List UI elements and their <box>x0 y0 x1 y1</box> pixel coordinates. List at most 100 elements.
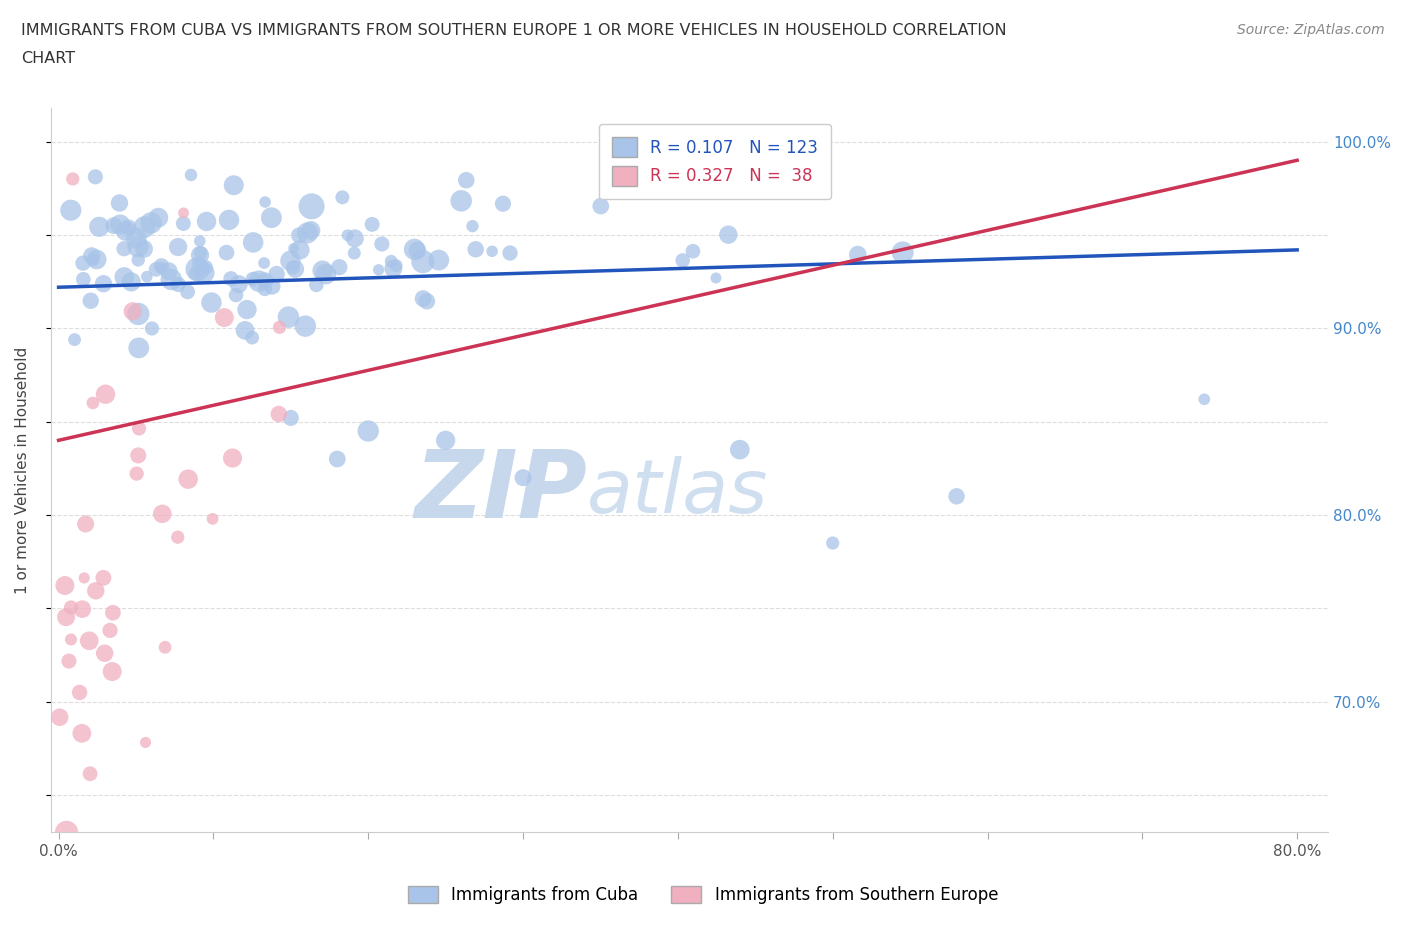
Point <box>127 252 149 267</box>
Text: Source: ZipAtlas.com: Source: ZipAtlas.com <box>1237 23 1385 37</box>
Point <box>184 266 207 281</box>
Point <box>194 259 217 274</box>
Point <box>200 295 222 310</box>
Point <box>108 195 131 210</box>
Point <box>72 602 94 617</box>
Point <box>301 199 323 214</box>
Point <box>173 206 195 220</box>
Point <box>288 228 311 243</box>
Point <box>188 233 211 248</box>
Point <box>127 239 149 254</box>
Point <box>128 340 150 355</box>
Point <box>846 247 869 262</box>
Point <box>120 274 142 289</box>
Point <box>82 395 104 410</box>
Point <box>240 330 263 345</box>
Point <box>86 252 108 267</box>
Point <box>148 210 170 225</box>
Point <box>55 825 77 840</box>
Point <box>166 530 188 545</box>
Point <box>267 406 290 421</box>
Point <box>512 471 534 485</box>
Point <box>125 466 148 481</box>
Text: ZIP: ZIP <box>415 445 588 538</box>
Point <box>728 443 751 458</box>
Point <box>404 242 426 257</box>
Point <box>821 536 844 551</box>
Point <box>195 214 218 229</box>
Point <box>180 167 202 182</box>
Point <box>177 472 200 486</box>
Point <box>416 294 439 309</box>
Point <box>80 248 103 263</box>
Point <box>150 259 173 273</box>
Point <box>93 645 115 660</box>
Point <box>134 219 156 234</box>
Point <box>108 217 131 232</box>
Point <box>112 270 135 285</box>
Point <box>262 279 284 294</box>
Point <box>357 423 380 438</box>
Point <box>385 259 408 273</box>
Point <box>84 583 107 598</box>
Point <box>59 203 82 218</box>
Legend: R = 0.107   N = 123, R = 0.327   N =  38: R = 0.107 N = 123, R = 0.327 N = 38 <box>599 124 831 199</box>
Point <box>315 267 337 282</box>
Point <box>266 267 288 282</box>
Point <box>589 199 612 214</box>
Point <box>167 240 190 255</box>
Point <box>188 257 211 272</box>
Point <box>58 654 80 669</box>
Point <box>132 242 155 257</box>
Point <box>481 244 503 259</box>
Point <box>682 244 704 259</box>
Point <box>236 302 259 317</box>
Point <box>70 725 93 740</box>
Point <box>253 282 276 297</box>
Point <box>167 277 190 292</box>
Point <box>412 254 434 269</box>
Point <box>253 256 276 271</box>
Point <box>328 259 350 274</box>
Point <box>260 210 283 225</box>
Point <box>343 231 366 246</box>
Point <box>242 235 264 250</box>
Point <box>73 570 96 585</box>
Point <box>1194 392 1216 406</box>
Point <box>228 277 250 292</box>
Point <box>69 685 91 700</box>
Point <box>891 245 914 259</box>
Point <box>280 410 302 425</box>
Point <box>361 217 384 232</box>
Y-axis label: 1 or more Vehicles in Household: 1 or more Vehicles in Household <box>15 347 30 594</box>
Point <box>190 246 212 260</box>
Point <box>461 219 484 233</box>
Point <box>135 735 157 750</box>
Point <box>127 307 149 322</box>
Point <box>254 273 277 288</box>
Point <box>55 610 77 625</box>
Point <box>72 256 94 271</box>
Point <box>214 310 236 325</box>
Point <box>343 246 366 260</box>
Point <box>326 452 349 467</box>
Point <box>82 253 104 268</box>
Point <box>434 432 457 447</box>
Point <box>280 253 302 268</box>
Point <box>112 241 135 256</box>
Point <box>283 241 305 256</box>
Point <box>382 261 405 276</box>
Point <box>150 260 173 275</box>
Point <box>125 231 148 246</box>
Point <box>406 243 429 258</box>
Point <box>412 291 434 306</box>
Point <box>188 247 211 262</box>
Point <box>225 287 247 302</box>
Point <box>59 600 82 615</box>
Point <box>945 489 967 504</box>
Legend: Immigrants from Cuba, Immigrants from Southern Europe: Immigrants from Cuba, Immigrants from So… <box>401 879 1005 910</box>
Text: IMMIGRANTS FROM CUBA VS IMMIGRANTS FROM SOUTHERN EUROPE 1 OR MORE VEHICLES IN HO: IMMIGRANTS FROM CUBA VS IMMIGRANTS FROM … <box>21 23 1007 38</box>
Point <box>269 320 291 335</box>
Text: atlas: atlas <box>588 456 769 528</box>
Point <box>254 194 277 209</box>
